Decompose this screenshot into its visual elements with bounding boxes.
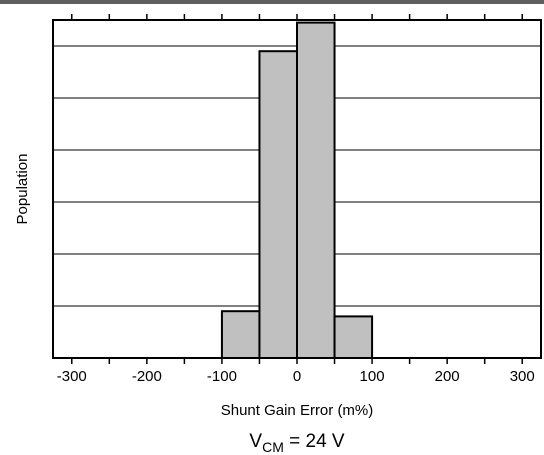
- histogram-bar: [333, 315, 374, 359]
- gridlines: [53, 45, 541, 307]
- axis-ticks: [71, 14, 523, 364]
- x-tick-label: 0: [293, 368, 301, 385]
- x-axis-label: Shunt Gain Error (m%): [221, 402, 374, 419]
- x-tick-label: -100: [207, 368, 237, 385]
- histogram-bar: [220, 310, 261, 360]
- x-tick-label: -300: [57, 368, 87, 385]
- x-tick-label: -200: [132, 368, 162, 385]
- y-axis-label: Population: [14, 154, 31, 225]
- histogram-bar: [296, 21, 336, 359]
- condition-main: V: [249, 431, 262, 452]
- x-tick-label: 100: [360, 368, 385, 385]
- condition-rest: = 24 V: [284, 431, 345, 452]
- histogram-bars: [220, 21, 374, 360]
- condition-subscript: CM: [262, 439, 284, 455]
- condition-label: VCM = 24 V: [249, 431, 345, 455]
- x-tick-labels: -300 -200 -100 0 100 200 300: [57, 368, 535, 385]
- top-rule: [0, 0, 544, 4]
- x-tick-label: 200: [435, 368, 460, 385]
- x-tick-label: 300: [510, 368, 535, 385]
- histogram-bar: [258, 50, 299, 359]
